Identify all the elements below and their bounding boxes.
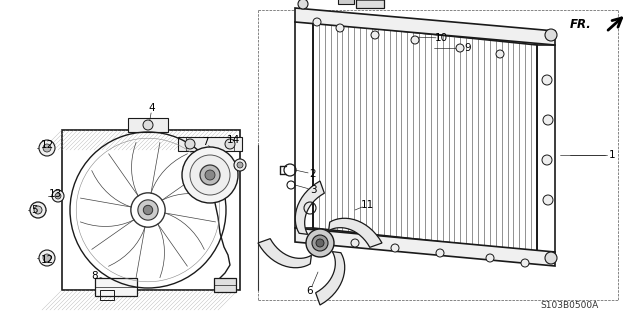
- Text: 11: 11: [360, 200, 374, 210]
- Bar: [356, 0, 384, 8]
- Circle shape: [371, 31, 379, 39]
- Polygon shape: [258, 239, 312, 268]
- Circle shape: [543, 195, 553, 205]
- Polygon shape: [328, 218, 382, 247]
- Circle shape: [521, 259, 529, 267]
- Circle shape: [456, 44, 464, 52]
- Circle shape: [143, 205, 153, 215]
- Circle shape: [225, 139, 235, 149]
- Text: 4: 4: [148, 103, 156, 113]
- Circle shape: [312, 235, 328, 251]
- Circle shape: [351, 239, 359, 247]
- Circle shape: [391, 244, 399, 252]
- Bar: [95, 278, 137, 296]
- Circle shape: [436, 249, 444, 257]
- Circle shape: [542, 75, 552, 85]
- Text: 7: 7: [202, 137, 208, 147]
- Circle shape: [200, 165, 220, 185]
- Circle shape: [306, 229, 334, 257]
- Circle shape: [205, 170, 215, 180]
- Circle shape: [336, 24, 344, 32]
- Circle shape: [30, 202, 46, 218]
- Text: 12: 12: [40, 255, 54, 265]
- Circle shape: [55, 193, 61, 199]
- Circle shape: [34, 206, 42, 214]
- Circle shape: [52, 190, 64, 202]
- Circle shape: [138, 200, 158, 220]
- Text: 3: 3: [310, 185, 316, 195]
- Bar: [178, 137, 242, 151]
- Text: 1: 1: [609, 150, 615, 160]
- Circle shape: [190, 155, 230, 195]
- Text: 12: 12: [40, 140, 54, 150]
- Bar: [214, 278, 236, 292]
- Bar: [62, 130, 240, 290]
- Circle shape: [298, 0, 308, 9]
- Circle shape: [143, 120, 153, 130]
- Circle shape: [545, 252, 557, 264]
- Text: FR.: FR.: [570, 18, 592, 31]
- Circle shape: [39, 250, 55, 266]
- Circle shape: [542, 155, 552, 165]
- Polygon shape: [316, 252, 345, 305]
- Circle shape: [313, 18, 321, 26]
- Circle shape: [316, 236, 324, 244]
- Circle shape: [43, 144, 51, 152]
- Circle shape: [234, 159, 246, 171]
- Polygon shape: [338, 0, 354, 4]
- Circle shape: [182, 147, 238, 203]
- Circle shape: [543, 115, 553, 125]
- Circle shape: [43, 254, 51, 262]
- Polygon shape: [295, 8, 555, 45]
- Circle shape: [237, 162, 243, 168]
- Circle shape: [496, 50, 504, 58]
- Polygon shape: [295, 228, 555, 266]
- Text: 8: 8: [92, 271, 99, 281]
- Circle shape: [545, 29, 557, 41]
- Text: 2: 2: [310, 169, 316, 179]
- Text: 9: 9: [465, 43, 471, 53]
- Bar: [100, 290, 114, 300]
- Circle shape: [185, 139, 195, 149]
- Text: 6: 6: [307, 286, 314, 296]
- Circle shape: [39, 140, 55, 156]
- Circle shape: [411, 36, 419, 44]
- Text: S103B0500A: S103B0500A: [540, 300, 598, 309]
- Text: 14: 14: [227, 135, 239, 145]
- Text: 10: 10: [435, 33, 447, 43]
- Polygon shape: [295, 181, 324, 234]
- Text: 5: 5: [31, 205, 37, 215]
- Circle shape: [316, 239, 324, 247]
- Bar: [128, 118, 168, 132]
- Circle shape: [486, 254, 494, 262]
- Text: 13: 13: [49, 189, 61, 199]
